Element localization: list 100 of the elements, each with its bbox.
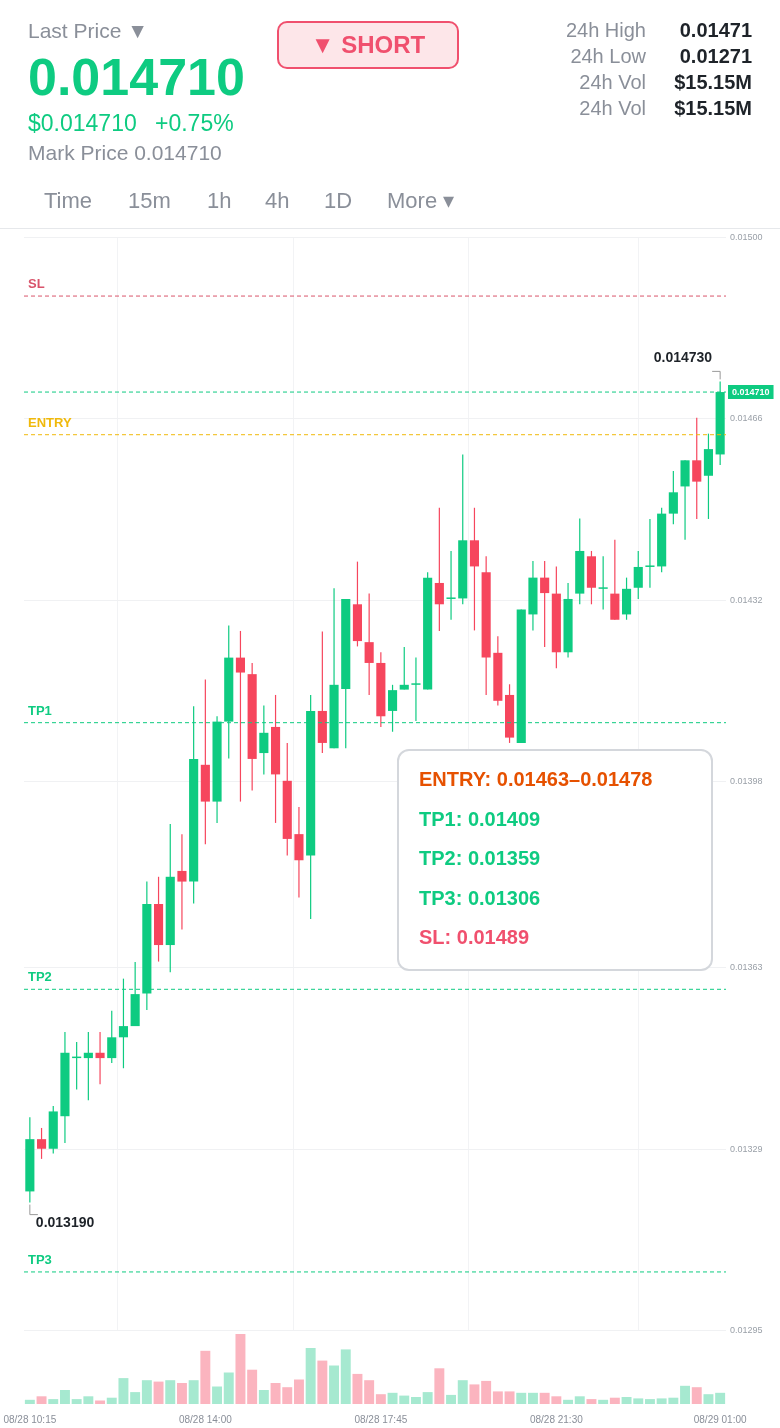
bar bbox=[258, 1390, 269, 1404]
text: Mark Price 0.014710 bbox=[28, 140, 222, 166]
bar bbox=[212, 1386, 223, 1404]
x-tick-label: 08/28 21:30 bbox=[529, 1413, 584, 1425]
text: $0.014710 bbox=[28, 110, 137, 138]
text: 0.01271 bbox=[679, 44, 752, 68]
bar bbox=[644, 1399, 655, 1404]
bar bbox=[130, 1392, 141, 1404]
candlestick bbox=[36, 1127, 47, 1160]
text: $15.15M bbox=[674, 96, 752, 120]
bar bbox=[340, 1349, 351, 1404]
candlestick bbox=[107, 1010, 117, 1064]
bar bbox=[223, 1372, 234, 1404]
annotation: TP2: 0.01359 bbox=[419, 846, 542, 871]
x-tick-label: 08/28 17:45 bbox=[354, 1413, 408, 1425]
bar bbox=[364, 1380, 375, 1404]
bar bbox=[141, 1380, 152, 1404]
text: ▼ SHORT bbox=[277, 21, 459, 69]
text: +0.75% bbox=[155, 110, 234, 138]
text: More ▾ bbox=[387, 188, 455, 215]
bar bbox=[352, 1373, 363, 1404]
bar bbox=[200, 1350, 211, 1404]
bar bbox=[609, 1397, 620, 1404]
text: 0.01471 bbox=[679, 18, 752, 42]
text: 0.014710 bbox=[28, 47, 245, 108]
x-tick-label: 08/28 14:00 bbox=[178, 1413, 233, 1425]
y-tick-label: 0.01398 bbox=[730, 775, 763, 786]
bar bbox=[481, 1380, 492, 1404]
bar bbox=[598, 1399, 609, 1404]
ref-line-label: SL bbox=[28, 276, 45, 292]
candlestick bbox=[399, 646, 409, 691]
ref-line-label: TP3 bbox=[28, 1252, 52, 1268]
ref-line-label: 0.014710 bbox=[732, 386, 770, 397]
y-tick-label: 0.01295 bbox=[730, 1325, 763, 1336]
ref-line-label: TP1 bbox=[28, 702, 52, 718]
text: 24h Low bbox=[570, 44, 646, 68]
bar bbox=[715, 1392, 726, 1404]
annotation: SL: 0.01489 bbox=[419, 925, 531, 950]
candlestick bbox=[598, 555, 608, 611]
y-tick-label: 0.01363 bbox=[730, 962, 763, 973]
bar bbox=[165, 1380, 176, 1404]
candlestick bbox=[177, 833, 187, 931]
bar bbox=[176, 1383, 187, 1404]
text: $15.15M bbox=[674, 70, 752, 94]
text: 1h bbox=[207, 188, 232, 215]
bar bbox=[574, 1396, 585, 1404]
bar bbox=[188, 1380, 199, 1404]
bar bbox=[527, 1392, 538, 1404]
bar bbox=[446, 1394, 457, 1404]
bar bbox=[329, 1365, 340, 1404]
bar bbox=[516, 1392, 527, 1404]
annotation: TP3: 0.01306 bbox=[419, 885, 542, 911]
candlestick bbox=[364, 593, 374, 696]
candlestick bbox=[540, 560, 550, 648]
text: 1D bbox=[324, 188, 353, 215]
bar bbox=[36, 1396, 47, 1404]
text: 24h High bbox=[565, 18, 646, 42]
bar bbox=[293, 1379, 304, 1404]
text: 24h Vol bbox=[579, 70, 646, 94]
bar bbox=[375, 1394, 386, 1404]
bar bbox=[410, 1397, 421, 1404]
candlestick bbox=[446, 550, 456, 621]
bar bbox=[586, 1399, 597, 1404]
bar bbox=[691, 1387, 702, 1404]
bar bbox=[305, 1348, 316, 1404]
bar bbox=[504, 1391, 515, 1404]
candlestick bbox=[235, 630, 246, 803]
bar bbox=[317, 1360, 328, 1404]
candlestick bbox=[668, 470, 678, 525]
text: Last Price ▼ bbox=[28, 18, 148, 44]
candlestick bbox=[83, 1031, 93, 1101]
candlestick bbox=[434, 507, 444, 632]
candlestick bbox=[95, 1031, 105, 1085]
bar bbox=[457, 1380, 468, 1404]
bar bbox=[703, 1394, 714, 1404]
text: 4h bbox=[265, 188, 290, 215]
bar bbox=[469, 1384, 480, 1404]
bar bbox=[492, 1391, 503, 1404]
bar bbox=[48, 1399, 59, 1404]
x-tick-label: 08/28 10:15 bbox=[3, 1413, 57, 1425]
candlestick bbox=[633, 550, 643, 600]
x-tick-label: 08/29 01:00 bbox=[693, 1413, 747, 1425]
annotation: 0.014730 bbox=[653, 349, 713, 366]
bar bbox=[24, 1399, 35, 1404]
bar bbox=[680, 1385, 691, 1404]
y-tick-label: 0.01432 bbox=[730, 594, 763, 605]
ref-line-label: TP2 bbox=[28, 969, 52, 985]
bar bbox=[434, 1368, 445, 1404]
y-tick-label: 0.01329 bbox=[730, 1143, 763, 1154]
candlestick bbox=[645, 518, 655, 589]
candlestick bbox=[692, 417, 702, 520]
bar bbox=[59, 1390, 70, 1404]
ref-line-label: ENTRY bbox=[28, 414, 72, 430]
text: 24h Vol bbox=[579, 96, 646, 120]
bar bbox=[153, 1381, 164, 1404]
bar bbox=[563, 1399, 574, 1404]
bar bbox=[235, 1334, 246, 1404]
y-tick-label: 0.01466 bbox=[730, 413, 763, 424]
bar bbox=[422, 1392, 433, 1404]
annotation: ENTRY: 0.01463–0.01478 bbox=[419, 767, 654, 792]
